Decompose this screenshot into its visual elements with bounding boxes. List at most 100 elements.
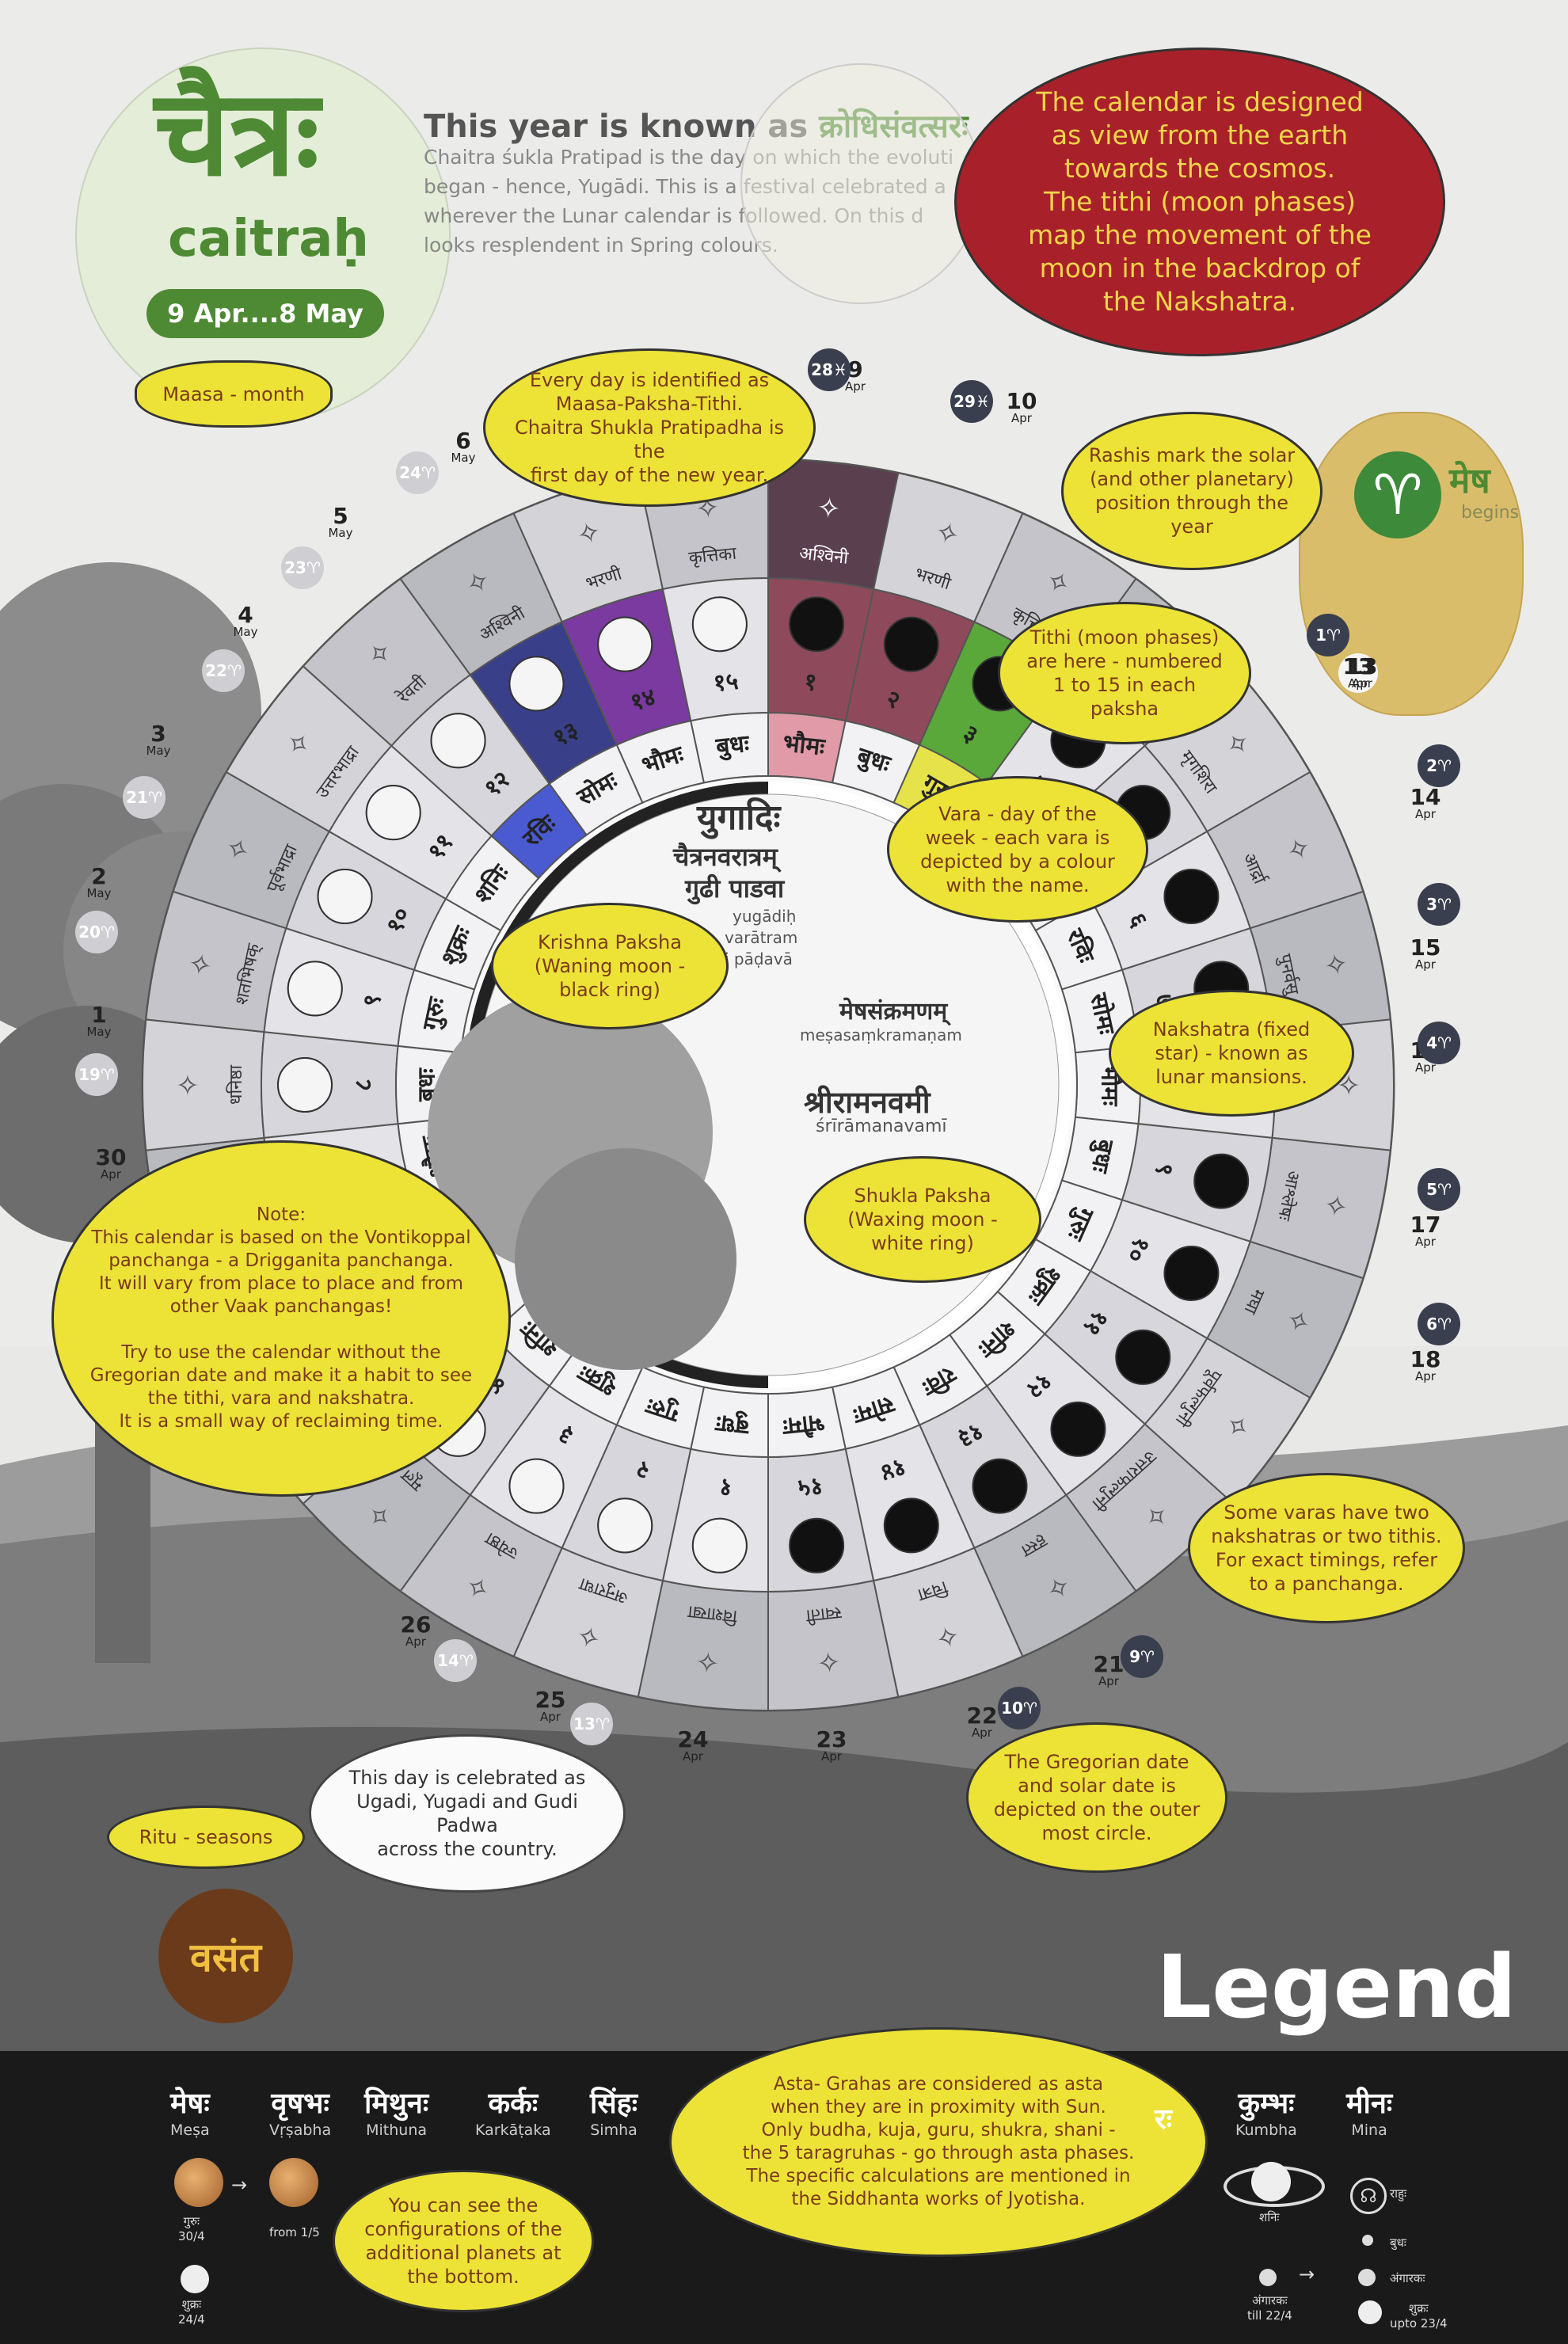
nakshatra-label: स्वाती xyxy=(805,1602,842,1627)
gregorian-date: 6 May xyxy=(451,428,476,465)
solar-date: 10♈ xyxy=(998,1687,1041,1729)
rashi-legend-item: वृषभः Vṛṣabha xyxy=(269,2087,332,2139)
ritu-bubble: Ritu - seasons xyxy=(107,1806,305,1869)
moon-phase-icon xyxy=(789,596,845,653)
maasa-bubble: Maasa - month xyxy=(135,360,333,428)
moon-phase-icon xyxy=(597,616,653,672)
shukla-bubble: Shukla Paksha (Waxing moon - white ring) xyxy=(804,1156,1041,1283)
mars-icon-2 xyxy=(1358,2269,1376,2286)
vara-label: बुधः xyxy=(714,730,752,762)
nakshatra-label: अश्विनी xyxy=(798,543,850,569)
nakshatra-symbol-icon: ✧ xyxy=(173,1073,205,1097)
moon-phase-icon xyxy=(317,869,373,925)
tithi-number: ९ xyxy=(357,991,386,1010)
arrow-right-icon-2: → xyxy=(1299,2263,1315,2285)
rashi-legend-item: कुम्भः Kumbha xyxy=(1235,2087,1297,2139)
gregorian-date: 17 Apr xyxy=(1410,1212,1441,1249)
gregorian-date: 10 Apr xyxy=(1006,388,1037,425)
gregorian-date: 3 May xyxy=(146,721,171,758)
guru-label-2: from 1/5 xyxy=(269,2225,320,2239)
gregorian-date: 15 Apr xyxy=(1410,934,1441,972)
gregorian-date: 5 May xyxy=(328,503,353,540)
solar-date: 22♈ xyxy=(202,649,245,692)
solar-date: 13♈ xyxy=(570,1703,613,1745)
shukra-label-left: शुक्रः 24/4 xyxy=(178,2297,205,2327)
jupiter-icon-1 xyxy=(174,2158,223,2207)
nakshatra-label: कृत्तिका xyxy=(687,543,737,569)
moon-phase-icon xyxy=(883,1497,939,1554)
gregorian-date: 18 Apr xyxy=(1410,1346,1441,1383)
gregorian-date: 26 Apr xyxy=(400,1612,432,1649)
partial-rashi: रः xyxy=(1155,2103,1172,2136)
solar-date: 6♈ xyxy=(1418,1303,1460,1345)
moon-phase-icon xyxy=(287,961,343,1017)
rashi-legend-item: मीनः Mina xyxy=(1346,2087,1393,2139)
moon-phase-icon xyxy=(430,713,486,769)
solar-date: 4♈ xyxy=(1418,1022,1460,1064)
solar-date: 14♈ xyxy=(434,1639,477,1682)
rahu-icon: ☊ xyxy=(1350,2178,1387,2214)
mesha-begins: begins xyxy=(1461,503,1519,523)
ritu-badge: वसंत xyxy=(158,1889,293,2023)
asta-bubble: Asta- Grahas are considered as asta when… xyxy=(669,2027,1208,2257)
angaraka-label-2: अंगारकः xyxy=(1390,2271,1425,2285)
guru-label-1: गुरुः 30/4 xyxy=(178,2214,205,2243)
gregorian-date: 24 Apr xyxy=(677,1726,709,1764)
festival-navaratri: चैत्रनवरात्रम् xyxy=(673,842,778,872)
solar-date: 21♈ xyxy=(123,776,166,819)
budha-label: बुधः xyxy=(1390,2236,1406,2250)
moon-phase-icon xyxy=(597,1497,653,1554)
venus-icon-left xyxy=(181,2265,209,2293)
configs-bubble: You can see the configurations of the ad… xyxy=(333,2170,594,2312)
sankramana: मेषसंक्रमणम् xyxy=(839,998,948,1026)
arrow-right-icon: → xyxy=(231,2174,248,2196)
solar-date: 24♈ xyxy=(396,451,439,494)
moon-phase-icon xyxy=(1193,1153,1250,1209)
saturn-body xyxy=(1251,2162,1291,2201)
rashi-legend-item: मेषः Meṣa xyxy=(170,2087,210,2139)
center-tree xyxy=(515,1148,736,1370)
moon-phase-icon xyxy=(691,1517,748,1573)
month-devanagari: चैत्रः xyxy=(154,65,320,203)
calendar-wheel: अश्विनी✧भरणी✧कृत्तिका✧रोहिणी✧मृगशिरा✧आर्… xyxy=(141,458,1395,1712)
nakshatra-symbol-icon: ✧ xyxy=(815,492,842,527)
mercury-icon xyxy=(1362,2235,1373,2246)
moon-phase-icon xyxy=(789,1517,845,1573)
ugadi-bubble: This day is celebrated as Ugadi, Yugadi … xyxy=(309,1734,626,1893)
festival-gudi: गुढी पाडवा xyxy=(685,873,785,904)
gregorian-date: 23 Apr xyxy=(816,1726,847,1764)
moon-phase-icon xyxy=(365,785,421,841)
solar-date: 19♈ xyxy=(75,1053,118,1096)
mesha-solar: 1♈ xyxy=(1307,614,1349,656)
rashi-legend-item: कर्कः Karkāṭaka xyxy=(475,2087,551,2139)
tithi-number: ९ xyxy=(1149,1160,1178,1178)
gregorian-date: 4 May xyxy=(233,602,258,639)
note-bubble: Note: This calendar is based on the Vont… xyxy=(51,1140,511,1497)
gregorian-date: 21 Apr xyxy=(1093,1651,1125,1688)
month-latin: caitraḥ xyxy=(168,210,369,268)
solar-date: 2♈ xyxy=(1418,744,1460,787)
moon-phase-icon xyxy=(1163,869,1220,925)
gregorian-date: 1 May xyxy=(86,1002,112,1039)
gregorian-date: 9 Apr xyxy=(845,356,866,394)
nakshatra-bubble: Nakshatra (fixed star) - known as lunar … xyxy=(1109,990,1354,1117)
year-label: This year is known as xyxy=(424,108,809,145)
gregorian-bubble: The Gregorian date and solar date is dep… xyxy=(966,1722,1227,1873)
tithi-number: १ xyxy=(718,1473,733,1501)
shani-label: शनिः xyxy=(1259,2210,1280,2224)
moon-phase-icon xyxy=(1163,1245,1220,1301)
solar-date: 3♈ xyxy=(1418,883,1460,926)
solar-date: 9♈ xyxy=(1121,1635,1163,1678)
sankramana-latin: meṣasaṃkramaṇam xyxy=(800,1026,962,1045)
moon-phase-icon xyxy=(1050,1401,1106,1457)
festival-yugadi: युगादिः xyxy=(697,797,781,838)
solar-date: 29♓ xyxy=(950,380,993,423)
jupiter-icon-2 xyxy=(269,2158,318,2207)
vara-bubble: Vara - day of the week - each vara is de… xyxy=(887,776,1148,923)
mars-icon-1 xyxy=(1259,2269,1277,2286)
nakshatra-label: धनिष्ठा xyxy=(226,1065,246,1105)
moon-phase-icon xyxy=(883,616,939,672)
design-note-bubble: The calendar is designed as view from th… xyxy=(954,48,1445,356)
rashi-legend-item: सिंहः Simha xyxy=(590,2087,638,2139)
gregorian-date: 22 Apr xyxy=(966,1703,998,1740)
